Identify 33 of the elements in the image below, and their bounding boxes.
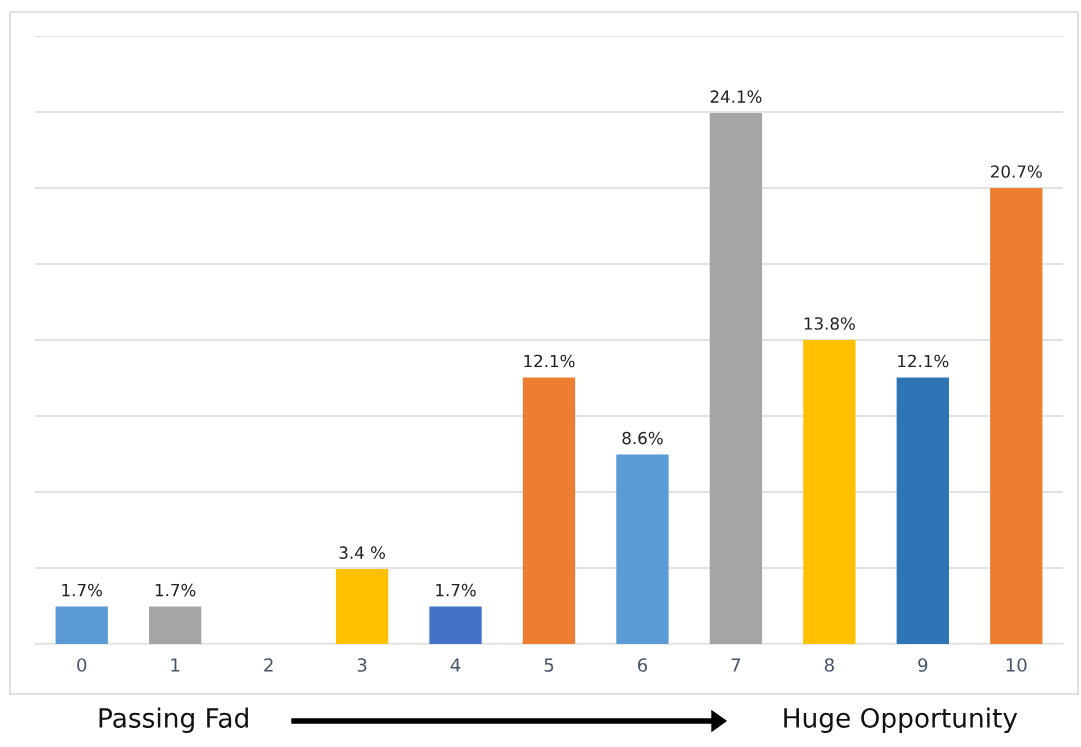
bar [335, 569, 389, 644]
x-tick-label: 8 [824, 658, 834, 672]
bar [616, 454, 669, 644]
data-label: 1.7% [62, 583, 102, 597]
x-tick-label: 6 [637, 658, 648, 672]
data-label: 24.1% [710, 90, 762, 103]
bar [896, 377, 949, 644]
x-tick-label: 4 [450, 658, 461, 672]
data-label: 20.7% [991, 165, 1042, 178]
bar [429, 606, 482, 644]
data-label: 13.8% [804, 317, 855, 330]
x-tick-label: 2 [264, 658, 273, 672]
data-label: 1.7% [155, 583, 196, 597]
x-tick-label: 3 [357, 658, 367, 672]
text: Huge Opportunity [784, 707, 1018, 733]
data-label: 12.1% [898, 354, 949, 368]
x-tick-label: 9 [918, 658, 928, 672]
bar [990, 188, 1043, 644]
data-label: 3.4 % [339, 546, 385, 559]
data-label: 1.7% [436, 583, 476, 597]
x-tick-label: 7 [731, 658, 741, 672]
x-tick-label: 0 [77, 658, 87, 672]
x-tick-label: 5 [544, 658, 554, 672]
bar [55, 606, 108, 644]
data-label: 12.1% [524, 354, 575, 368]
bar [709, 113, 763, 644]
x-tick-label: 1 [171, 658, 180, 672]
text: Passing Fad [99, 707, 248, 733]
bar [803, 340, 856, 644]
x-tick-label: 10 [1006, 658, 1027, 672]
bar [522, 377, 576, 644]
data-label: 8.6% [622, 431, 663, 445]
bar [149, 606, 202, 644]
